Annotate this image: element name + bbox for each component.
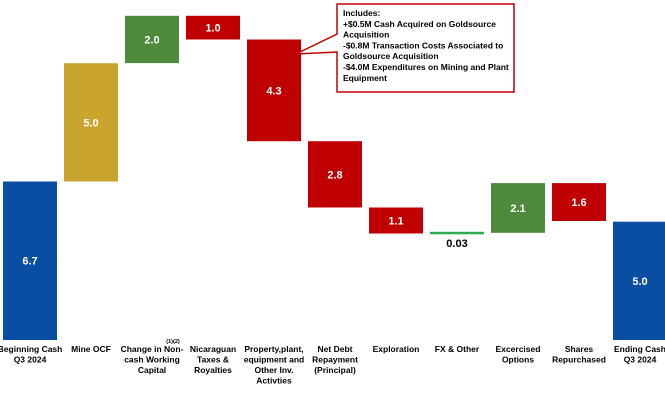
bar-10: [613, 221, 665, 340]
bar-value-label-5: 2.8: [327, 169, 342, 181]
bar-value-label-4: 4.3: [266, 85, 281, 97]
bar-9: [552, 183, 606, 221]
bar-value-label-3: 1.0: [205, 23, 220, 35]
callout-box: [295, 3, 515, 93]
category-label-2: Change in Non-cash Working Capital: [121, 344, 184, 375]
bar-7: [430, 231, 484, 235]
bar-value-label-6: 1.1: [388, 216, 403, 228]
bar-3: [186, 15, 240, 40]
bar-2: [125, 15, 179, 64]
category-label-4: Property,plant, equipment and Other Inv. Ac…: [244, 344, 304, 386]
category-label-1: Mine OCF: [71, 344, 111, 354]
bar-8: [491, 183, 545, 233]
category-label-6: Exploration: [373, 344, 420, 354]
bar-6: [369, 207, 423, 234]
bars-layer: [3, 15, 665, 340]
bar-1: [64, 63, 118, 182]
bar-value-label-0: 6.7: [22, 256, 37, 268]
bar-value-label-8: 2.1: [510, 203, 525, 215]
callout-annotation: Includes: +$0.5M Cash Acquired on Goldsou…: [295, 3, 515, 93]
callout-text: Includes: +$0.5M Cash Acquired on Goldsou…: [343, 8, 509, 83]
bar-0: [3, 181, 57, 340]
category-label-3: Nicaraguan Taxes & Royalties: [190, 344, 236, 375]
category-label-10: Ending Cash Q3 2024: [614, 344, 665, 365]
bar-5: [308, 141, 362, 208]
bar-value-label-10: 5.0: [632, 276, 647, 288]
bar-4: [247, 39, 301, 142]
category-label-7: FX & Other: [435, 344, 480, 354]
category-label-8: Excercised Options: [496, 344, 541, 365]
category-superscript-2: (1)(2): [166, 339, 180, 345]
category-label-0: Beginning Cash Q3 2024: [0, 344, 62, 365]
bar-value-label-7: 0.03: [446, 238, 467, 250]
bar-value-label-9: 1.6: [571, 197, 586, 209]
bar-value-label-1: 5.0: [83, 117, 98, 129]
category-label-9: Shares Repurchased: [552, 344, 606, 365]
bar-labels-layer: 6.7 5.0 2.0 1.0 4.3 2.8 1.1 0.03 2.1 1.6 5.0: [22, 23, 647, 288]
bar-value-label-2: 2.0: [144, 35, 159, 47]
category-labels-layer: Beginning Cash Q3 2024 Mine OCF Change in N…: [0, 339, 665, 386]
category-label-5: Net Debt Repayment (Principal): [312, 344, 358, 375]
